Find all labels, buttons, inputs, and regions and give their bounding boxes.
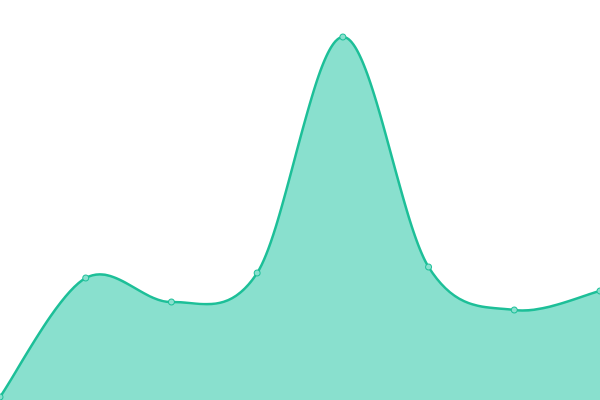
- data-point: [253, 269, 261, 277]
- series-line: [0, 35, 600, 398]
- data-markers: [0, 33, 600, 400]
- data-point: [167, 298, 175, 306]
- area-fill: [0, 36, 600, 400]
- data-point: [82, 274, 90, 282]
- data-point: [0, 393, 4, 400]
- data-point: [596, 287, 600, 295]
- data-point: [339, 33, 347, 41]
- data-point: [425, 263, 433, 271]
- data-point: [510, 306, 518, 314]
